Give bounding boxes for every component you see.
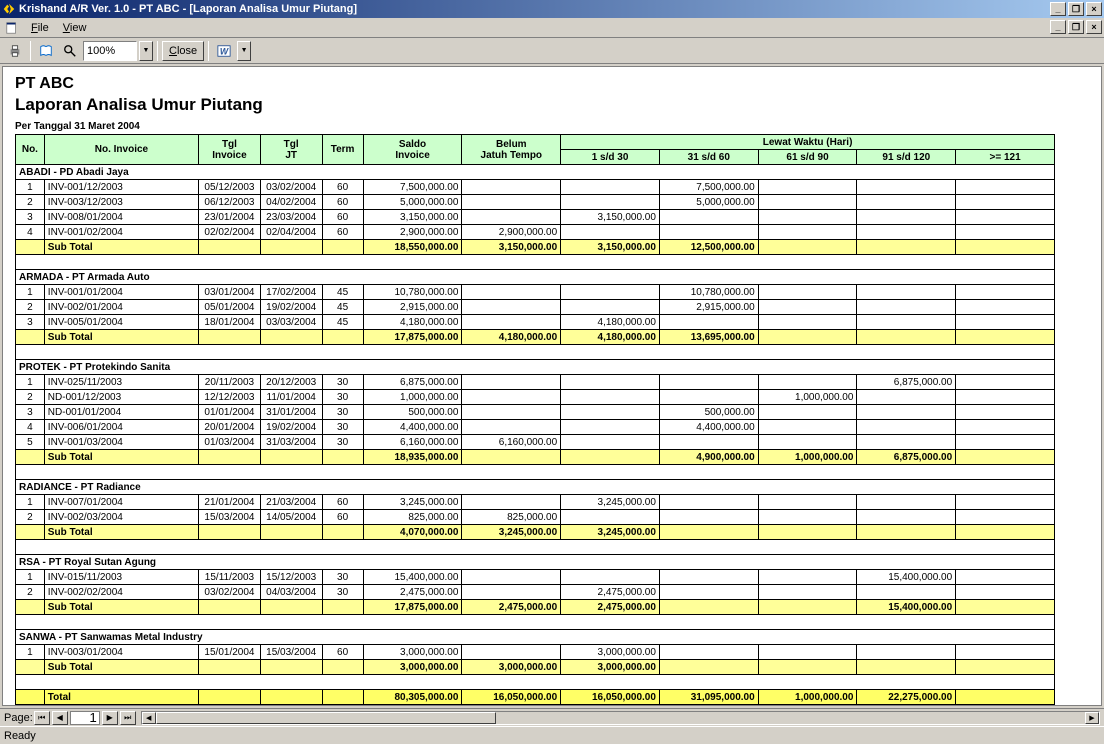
scroll-left-button[interactable]: ◀ [142,712,156,724]
zoom-input[interactable] [83,41,137,61]
subtotal-row: Sub Total17,875,000.004,180,000.004,180,… [16,330,1055,345]
th-invoice: No. Invoice [44,135,198,165]
subtotal-row: Sub Total17,875,000.002,475,000.002,475,… [16,600,1055,615]
table-row: 2INV-002/02/200403/02/200404/03/2004302,… [16,585,1055,600]
group-header: ABADI - PD Abadi Jaya [16,165,1055,180]
page-label: Page: [4,712,33,724]
report-title: Laporan Analisa Umur Piutang [15,95,1089,115]
group-header: PROTEK - PT Protekindo Sanita [16,360,1055,375]
th-lewat: Lewat Waktu (Hari) [561,135,1055,150]
close-window-button[interactable]: × [1086,2,1102,16]
page-bar: Page: ⏮ ◀ ▶ ⏭ ◀ ▶ [0,708,1104,726]
th-term: Term [322,135,363,165]
status-text: Ready [4,730,36,742]
scroll-thumb[interactable] [156,712,496,724]
th-belum: BelumJatuh Tempo [462,135,561,165]
table-row: 2INV-002/03/200415/03/200414/05/20046082… [16,510,1055,525]
th-a5: >= 121 [956,150,1055,165]
th-no: No. [16,135,45,165]
table-row: 5INV-001/03/200401/03/200431/03/2004306,… [16,435,1055,450]
table-row: 4INV-006/01/200420/01/200419/02/2004304,… [16,420,1055,435]
table-row: 1INV-001/01/200403/01/200417/02/20044510… [16,285,1055,300]
th-tgljt: TglJT [260,135,322,165]
menu-view[interactable]: View [56,20,94,36]
table-row: 1INV-007/01/200421/01/200421/03/2004603,… [16,495,1055,510]
report-viewport[interactable]: PT ABC Laporan Analisa Umur Piutang Per … [2,66,1102,706]
table-row: 2INV-002/01/200405/01/200419/02/2004452,… [16,300,1055,315]
table-row: 4INV-001/02/200402/02/200402/04/2004602,… [16,225,1055,240]
minimize-button[interactable]: _ [1050,2,1066,16]
print-button[interactable] [4,40,26,62]
export-word-button[interactable]: W [213,40,235,62]
th-a4: 91 s/d 120 [857,150,956,165]
mdi-restore-button[interactable]: ❐ [1068,20,1084,34]
th-saldo: SaldoInvoice [363,135,462,165]
horizontal-scrollbar[interactable]: ◀ ▶ [141,711,1100,725]
th-a2: 31 s/d 60 [659,150,758,165]
table-row: 3INV-005/01/200418/01/200403/03/2004454,… [16,315,1055,330]
report-table: No. No. Invoice TglInvoice TglJT Term Sa… [15,134,1055,705]
status-bar: Ready [0,726,1104,744]
subtotal-row: Sub Total3,000,000.003,000,000.003,000,0… [16,660,1055,675]
window-title: Krishand A/R Ver. 1.0 - PT ABC - [Lapora… [19,3,357,15]
page-first-button[interactable]: ⏮ [34,711,50,725]
mdi-close-button[interactable]: × [1086,20,1102,34]
group-header: SANWA - PT Sanwamas Metal Industry [16,630,1055,645]
grandtotal-row: Total80,305,000.0016,050,000.0016,050,00… [16,690,1055,705]
scroll-right-button[interactable]: ▶ [1085,712,1099,724]
zoom-button[interactable] [59,40,81,62]
title-bar: Krishand A/R Ver. 1.0 - PT ABC - [Lapora… [0,0,1104,18]
table-row: 1INV-015/11/200315/11/200315/12/20033015… [16,570,1055,585]
subtotal-row: Sub Total18,935,000.004,900,000.001,000,… [16,450,1055,465]
group-header: RADIANCE - PT Radiance [16,480,1055,495]
zoom-dropdown[interactable]: ▼ [139,41,153,61]
table-row: 1INV-025/11/200320/11/200320/12/2003306,… [16,375,1055,390]
page-last-button[interactable]: ⏭ [120,711,136,725]
table-row: 1INV-001/12/200305/12/200303/02/2004607,… [16,180,1055,195]
report-asof: Per Tanggal 31 Maret 2004 [15,121,1089,132]
page-next-button[interactable]: ▶ [102,711,118,725]
svg-text:W: W [220,46,229,56]
close-report-button[interactable]: Close [162,41,204,61]
export-dropdown[interactable]: ▼ [237,41,251,61]
table-row: 2INV-003/12/200306/12/200304/02/2004605,… [16,195,1055,210]
company-name: PT ABC [15,75,1089,93]
table-row: 1INV-003/01/200415/01/200415/03/2004603,… [16,645,1055,660]
subtotal-row: Sub Total4,070,000.003,245,000.003,245,0… [16,525,1055,540]
mdi-minimize-button[interactable]: _ [1050,20,1066,34]
mdi-doc-icon [4,21,20,35]
app-icon [2,2,16,16]
subtotal-row: Sub Total18,550,000.003,150,000.003,150,… [16,240,1055,255]
menu-bar: File View _ ❐ × [0,18,1104,38]
th-a3: 61 s/d 90 [758,150,857,165]
book-button[interactable] [35,40,57,62]
group-header: RSA - PT Royal Sutan Agung [16,555,1055,570]
menu-file[interactable]: File [24,20,56,36]
toolbar: ▼ Close W ▼ [0,38,1104,64]
th-a1: 1 s/d 30 [561,150,660,165]
page-prev-button[interactable]: ◀ [52,711,68,725]
table-row: 2ND-001/12/200312/12/200311/01/2004301,0… [16,390,1055,405]
page-number-input[interactable] [70,711,100,725]
th-tglinv: TglInvoice [199,135,261,165]
restore-button[interactable]: ❐ [1068,2,1084,16]
table-row: 3ND-001/01/200401/01/200431/01/200430500… [16,405,1055,420]
group-header: ARMADA - PT Armada Auto [16,270,1055,285]
table-row: 3INV-008/01/200423/01/200423/03/2004603,… [16,210,1055,225]
